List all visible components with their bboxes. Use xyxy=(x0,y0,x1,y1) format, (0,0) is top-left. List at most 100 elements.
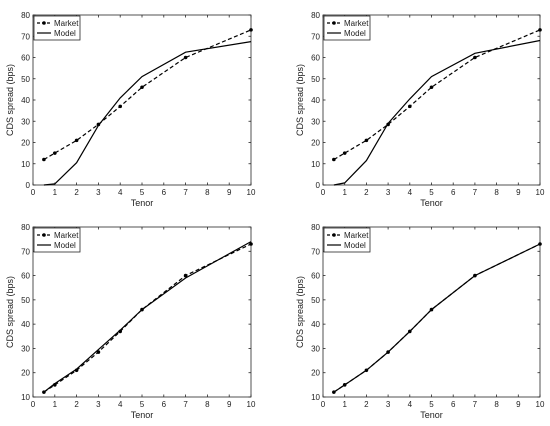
y-axis-label: CDS spread (bps) xyxy=(5,64,15,136)
y-tick-label: 80 xyxy=(311,223,320,232)
y-tick-label: 20 xyxy=(21,369,30,378)
y-tick-label: 80 xyxy=(311,11,320,20)
x-tick-label: 6 xyxy=(162,188,167,197)
x-axis-label: Tenor xyxy=(131,410,154,420)
y-tick-label: 20 xyxy=(311,139,320,148)
legend-box xyxy=(323,227,371,253)
legend-box xyxy=(33,15,81,41)
x-tick-label: 7 xyxy=(473,400,478,409)
y-tick-label: 10 xyxy=(21,160,30,169)
x-tick-label: 3 xyxy=(386,188,391,197)
x-tick-label: 3 xyxy=(96,188,101,197)
market-point xyxy=(364,138,369,143)
y-tick-label: 70 xyxy=(21,247,30,256)
plot-frame xyxy=(32,14,252,186)
legend-label-market: Market xyxy=(344,19,369,28)
legend-label-model: Model xyxy=(54,241,76,250)
x-tick-label: 7 xyxy=(183,188,188,197)
x-tick-label: 4 xyxy=(118,188,123,197)
plot-frame xyxy=(32,226,252,398)
x-tick-label: 8 xyxy=(494,188,499,197)
y-tick-label: 20 xyxy=(21,139,30,148)
market-point xyxy=(183,273,188,278)
x-tick-label: 2 xyxy=(364,188,369,197)
legend-marker xyxy=(42,21,46,25)
x-tick-label: 0 xyxy=(31,400,36,409)
x-tick-label: 5 xyxy=(429,188,434,197)
x-tick-label: 1 xyxy=(342,400,347,409)
y-axis-label: CDS spread (bps) xyxy=(295,276,305,348)
legend-marker xyxy=(42,233,46,237)
y-axis-label: CDS spread (bps) xyxy=(295,64,305,136)
legend-box xyxy=(323,15,371,41)
legend-label-market: Market xyxy=(54,231,79,240)
x-axis-label: Tenor xyxy=(131,198,154,208)
y-tick-label: 10 xyxy=(311,160,320,169)
y-axis-label: CDS spread (bps) xyxy=(5,276,15,348)
y-tick-label: 50 xyxy=(21,296,30,305)
x-tick-label: 0 xyxy=(321,400,326,409)
x-tick-label: 9 xyxy=(516,188,521,197)
y-tick-label: 0 xyxy=(26,181,31,190)
legend-box xyxy=(33,227,81,253)
x-tick-label: 2 xyxy=(74,188,79,197)
y-tick-label: 80 xyxy=(21,11,30,20)
plot-frame xyxy=(322,226,541,398)
market-point xyxy=(538,28,542,32)
y-tick-label: 80 xyxy=(21,223,30,232)
x-tick-label: 4 xyxy=(118,400,123,409)
legend-label-model: Model xyxy=(344,241,366,250)
legend-label-market: Market xyxy=(54,19,79,28)
y-tick-label: 40 xyxy=(311,320,320,329)
market-point xyxy=(183,55,188,60)
market-point xyxy=(249,28,253,32)
market-point xyxy=(332,157,336,162)
y-tick-label: 50 xyxy=(21,75,30,84)
y-tick-label: 10 xyxy=(21,393,30,402)
y-tick-label: 60 xyxy=(21,272,30,281)
series-line-model xyxy=(333,243,541,393)
y-tick-label: 40 xyxy=(311,96,320,105)
series-line-model xyxy=(43,41,252,186)
y-tick-label: 30 xyxy=(311,344,320,353)
y-tick-label: 70 xyxy=(311,247,320,256)
x-axis-label: Tenor xyxy=(420,198,443,208)
market-point xyxy=(473,55,477,60)
y-tick-label: 70 xyxy=(21,32,30,41)
market-point xyxy=(53,151,57,155)
x-tick-label: 9 xyxy=(516,400,521,409)
x-tick-label: 5 xyxy=(429,400,434,409)
series-line-model xyxy=(43,241,252,393)
market-point xyxy=(342,151,347,155)
market-point xyxy=(140,85,144,90)
x-tick-label: 0 xyxy=(31,188,36,197)
y-tick-label: 60 xyxy=(311,54,320,63)
y-tick-label: 30 xyxy=(311,117,320,126)
x-tick-label: 2 xyxy=(74,400,79,409)
x-tick-label: 8 xyxy=(205,400,210,409)
market-point xyxy=(429,85,434,90)
legend-label-model: Model xyxy=(344,29,366,38)
x-tick-label: 7 xyxy=(473,188,478,197)
x-tick-label: 7 xyxy=(183,400,188,409)
x-tick-label: 1 xyxy=(53,400,58,409)
y-tick-label: 30 xyxy=(21,344,30,353)
series-line-market xyxy=(43,29,252,161)
y-tick-label: 50 xyxy=(311,75,320,84)
x-tick-label: 6 xyxy=(451,188,456,197)
y-tick-label: 10 xyxy=(311,393,320,402)
y-tick-label: 0 xyxy=(316,181,321,190)
x-axis-label: Tenor xyxy=(420,410,443,420)
legend-marker xyxy=(332,21,336,25)
x-tick-label: 10 xyxy=(247,400,256,409)
x-tick-label: 6 xyxy=(162,400,167,409)
x-tick-label: 10 xyxy=(247,188,256,197)
market-point xyxy=(408,104,412,109)
x-tick-label: 8 xyxy=(205,188,210,197)
x-tick-label: 3 xyxy=(96,400,101,409)
x-tick-label: 3 xyxy=(386,400,391,409)
x-tick-label: 5 xyxy=(140,400,145,409)
legend-label-model: Model xyxy=(54,29,76,38)
legend-label-market: Market xyxy=(344,231,369,240)
